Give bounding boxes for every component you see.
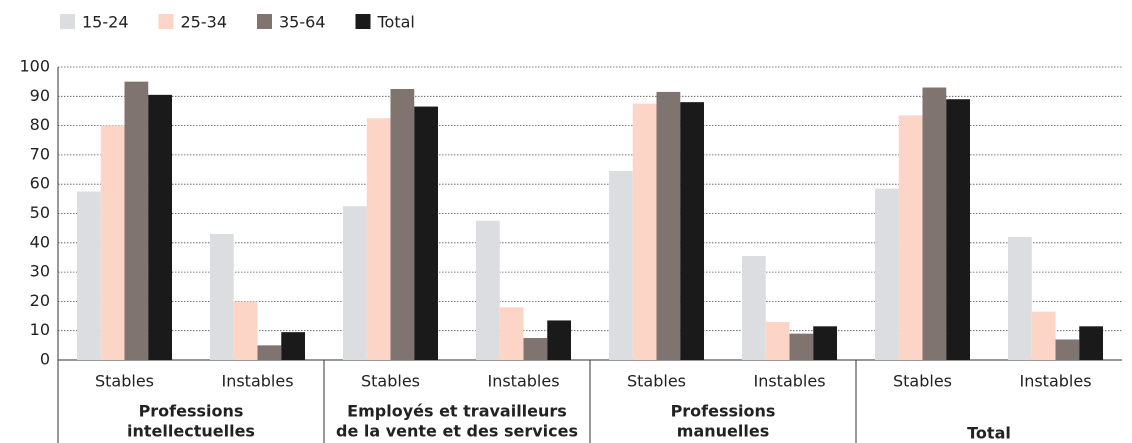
bar bbox=[632, 103, 657, 360]
group-label: de la vente et des services bbox=[336, 422, 578, 441]
legend-label: 15-24 bbox=[82, 13, 129, 32]
bar bbox=[1079, 326, 1103, 360]
legend-label: 25-34 bbox=[181, 13, 228, 32]
legend-label: Total bbox=[377, 13, 415, 32]
y-tick-label: 30 bbox=[30, 262, 50, 281]
group-label: Employés et travailleurs bbox=[347, 402, 567, 421]
y-tick-label: 20 bbox=[30, 291, 50, 310]
bar bbox=[499, 307, 524, 360]
bar bbox=[233, 301, 258, 360]
bar bbox=[366, 118, 391, 361]
group-label: manuelles bbox=[677, 422, 769, 441]
group-label: Total bbox=[967, 424, 1011, 443]
bar bbox=[414, 106, 438, 361]
x-tick-label: Instables bbox=[753, 372, 825, 391]
x-tick-label: Stables bbox=[627, 372, 686, 391]
bar bbox=[210, 234, 234, 360]
group-label: Professions bbox=[671, 402, 776, 421]
y-tick-label: 40 bbox=[30, 232, 50, 251]
bar bbox=[922, 87, 947, 360]
group-label: intellectuelles bbox=[127, 422, 255, 441]
bar bbox=[547, 320, 571, 360]
bar bbox=[390, 88, 415, 360]
y-tick-label: 90 bbox=[30, 86, 50, 105]
bar bbox=[100, 125, 125, 360]
bar bbox=[1055, 339, 1080, 360]
bar bbox=[742, 255, 766, 360]
x-tick-label: Stables bbox=[893, 372, 952, 391]
y-tick-label: 60 bbox=[30, 174, 50, 193]
bar bbox=[523, 338, 548, 360]
x-tick-label: Stables bbox=[361, 372, 420, 391]
x-tick-label: Instables bbox=[221, 372, 293, 391]
bar bbox=[765, 321, 790, 360]
bar bbox=[124, 81, 149, 361]
y-tick-label: 0 bbox=[40, 350, 50, 369]
x-tick-label: Instables bbox=[487, 372, 559, 391]
y-tick-label: 80 bbox=[30, 115, 50, 134]
bar bbox=[609, 171, 633, 360]
bar bbox=[656, 91, 681, 360]
bar bbox=[813, 326, 837, 360]
y-tick-label: 70 bbox=[30, 144, 50, 163]
bar bbox=[898, 115, 923, 360]
bar bbox=[476, 220, 500, 360]
bar bbox=[257, 345, 282, 360]
y-tick-label: 10 bbox=[30, 320, 50, 339]
bar bbox=[148, 94, 172, 361]
bar bbox=[343, 206, 367, 360]
bar bbox=[680, 102, 704, 360]
bar bbox=[1031, 311, 1056, 360]
legend-swatch bbox=[355, 14, 371, 29]
y-tick-label: 50 bbox=[30, 203, 50, 222]
x-tick-label: Stables bbox=[95, 372, 154, 391]
legend-swatch bbox=[60, 14, 75, 29]
bar bbox=[789, 333, 814, 360]
bar bbox=[1008, 236, 1032, 360]
legend-label: 35-64 bbox=[279, 13, 326, 32]
group-label: Professions bbox=[139, 402, 244, 421]
x-tick-label: Instables bbox=[1019, 372, 1091, 391]
legend-swatch bbox=[257, 14, 272, 29]
bar bbox=[281, 332, 305, 360]
legend-swatch bbox=[158, 14, 174, 29]
y-tick-label: 100 bbox=[19, 57, 50, 76]
bar bbox=[77, 191, 101, 360]
bar bbox=[875, 188, 899, 360]
bar bbox=[946, 99, 970, 360]
